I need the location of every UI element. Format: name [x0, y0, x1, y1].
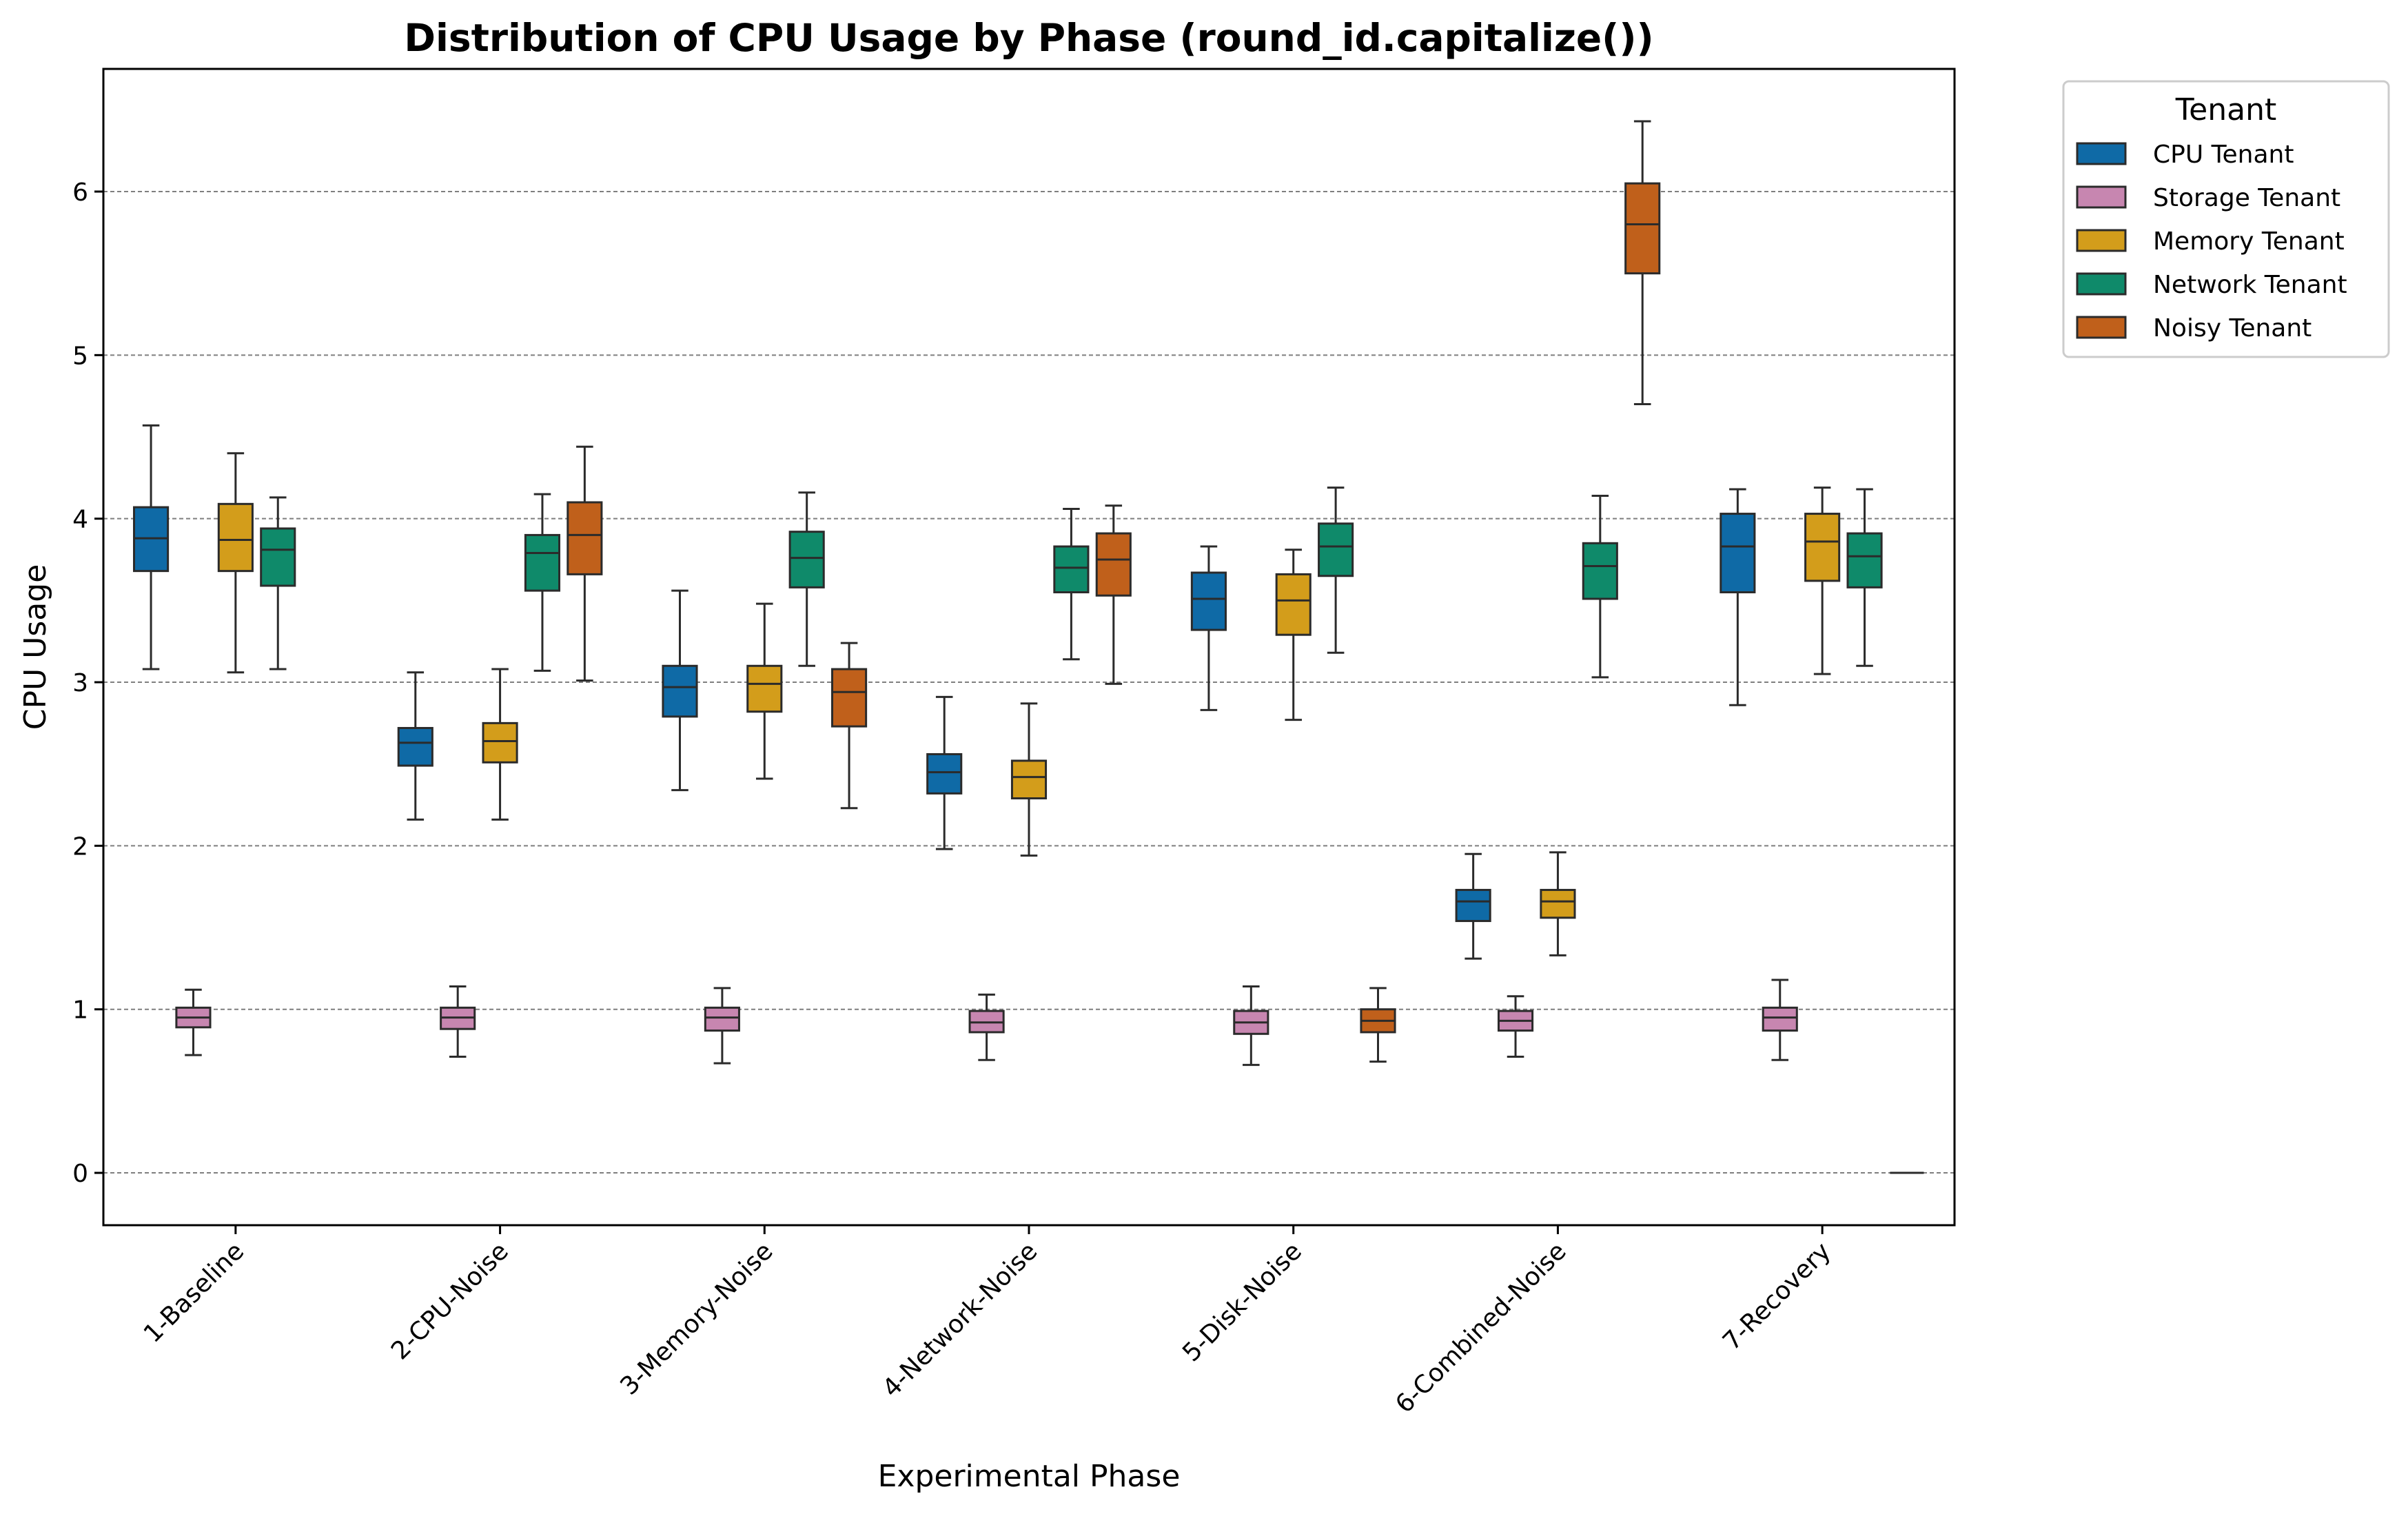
box-7-Recovery [1846, 488, 1883, 667]
box-4-Network-Noise [1095, 504, 1132, 685]
box-2-CPU-Noise [440, 985, 476, 1058]
box-body [1624, 182, 1661, 275]
box-5-Disk-Noise [1233, 985, 1269, 1066]
box-body [662, 664, 698, 718]
box-7-Recovery [1804, 486, 1841, 675]
box-6-Combined-Noise [1455, 852, 1491, 960]
legend-swatch [2076, 142, 2127, 165]
plot-frame [102, 68, 1956, 1227]
box-body [1190, 571, 1227, 631]
box-body [746, 664, 783, 713]
box-4-Network-Noise [968, 993, 1005, 1061]
box-body [1275, 573, 1312, 636]
box-4-Network-Noise [926, 695, 963, 850]
legend-swatch [2076, 229, 2127, 252]
box-body [1762, 1006, 1798, 1032]
box-2-CPU-Noise [524, 493, 561, 672]
legend-label: Network Tenant [2153, 271, 2347, 299]
box-6-Combined-Noise [1497, 995, 1534, 1058]
series-memory-tenant [217, 452, 1841, 956]
box-3-Memory-Noise [704, 987, 740, 1065]
box-1-Baseline [175, 988, 212, 1056]
box-4-Network-Noise [1053, 507, 1090, 661]
box-body [926, 752, 963, 795]
box-body [260, 527, 296, 587]
box-body [788, 531, 825, 588]
legend-item-noisy-tenant: Noisy Tenant [2076, 314, 2312, 342]
chart-title: Distribution of CPU Usage by Phase (roun… [404, 16, 1653, 60]
legend-swatch [2076, 185, 2127, 209]
box-body [1582, 542, 1618, 600]
box-body [524, 533, 561, 592]
y-tick-label: 5 [72, 342, 88, 370]
box-3-Memory-Noise [831, 642, 868, 810]
box-5-Disk-Noise [1360, 987, 1396, 1063]
box-6-Combined-Noise [1540, 851, 1576, 956]
legend-swatch [2076, 272, 2127, 296]
box-5-Disk-Noise [1318, 486, 1354, 654]
box-2-CPU-Noise [397, 671, 433, 821]
legend-label: Storage Tenant [2153, 184, 2340, 212]
box-7-Recovery [1762, 979, 1798, 1061]
legend-item-network-tenant: Network Tenant [2076, 271, 2347, 299]
series-cpu-tenant [133, 424, 1756, 960]
box-body [1053, 545, 1090, 593]
box-plot-marks [133, 120, 1924, 1174]
legend-item-storage-tenant: Storage Tenant [2076, 184, 2340, 212]
legend-title: Tenant [2175, 92, 2276, 127]
box-6-Combined-Noise [1582, 494, 1618, 679]
box-3-Memory-Noise [746, 602, 783, 780]
legend-items: CPU Tenant Storage Tenant Memory Tenant Net… [2076, 141, 2347, 342]
box-5-Disk-Noise [1190, 545, 1227, 711]
box-body [567, 501, 603, 575]
box-body [217, 502, 254, 573]
box-1-Baseline [217, 452, 254, 674]
y-tick-label: 6 [72, 178, 88, 207]
legend-label: Memory Tenant [2153, 227, 2345, 256]
box-3-Memory-Noise [788, 491, 825, 667]
box-2-CPU-Noise [482, 668, 518, 821]
box-body [831, 668, 868, 728]
y-tick-label: 1 [72, 996, 88, 1025]
box-body [1846, 532, 1883, 588]
box-2-CPU-Noise [567, 445, 603, 682]
box-1-Baseline [260, 496, 296, 670]
box-body [482, 721, 518, 764]
box-body [1720, 513, 1756, 593]
box-body [1540, 888, 1576, 919]
box-body [1318, 522, 1354, 577]
y-tick-label: 4 [72, 506, 88, 534]
box-5-Disk-Noise [1275, 549, 1312, 721]
box-1-Baseline [133, 424, 170, 670]
legend-frame [2062, 80, 2390, 358]
legend-swatch [2076, 316, 2127, 339]
box-body [1804, 513, 1841, 582]
series-noisy-tenant [567, 120, 1924, 1174]
legend: Tenant CPU Tenant Storage Tenant Memory Te… [2062, 80, 2390, 358]
box-body [397, 726, 433, 767]
box-body [1010, 759, 1048, 800]
box-7-Recovery [1720, 488, 1756, 706]
box-3-Memory-Noise [662, 589, 698, 792]
y-tick-label: 2 [72, 832, 88, 861]
y-tick-label: 3 [72, 669, 88, 697]
box-body [1455, 888, 1491, 923]
series-storage-tenant [175, 979, 1798, 1066]
series-network-tenant [260, 486, 1883, 679]
legend-label: CPU Tenant [2153, 141, 2294, 169]
legend-item-cpu-tenant: CPU Tenant [2076, 141, 2294, 169]
legend-item-memory-tenant: Memory Tenant [2076, 227, 2345, 256]
box-body [1095, 532, 1132, 597]
box-body [704, 1006, 740, 1032]
y-tick-label: 0 [72, 1160, 88, 1188]
box-4-Network-Noise [1010, 702, 1048, 857]
x-axis-label: Experimental Phase [878, 1459, 1181, 1494]
box-6-Combined-Noise [1624, 120, 1661, 406]
y-axis-label: CPU Usage [18, 564, 53, 730]
legend-label: Noisy Tenant [2153, 314, 2312, 342]
y-axis-ticks: 0 1 2 3 4 5 6 [72, 178, 103, 1188]
